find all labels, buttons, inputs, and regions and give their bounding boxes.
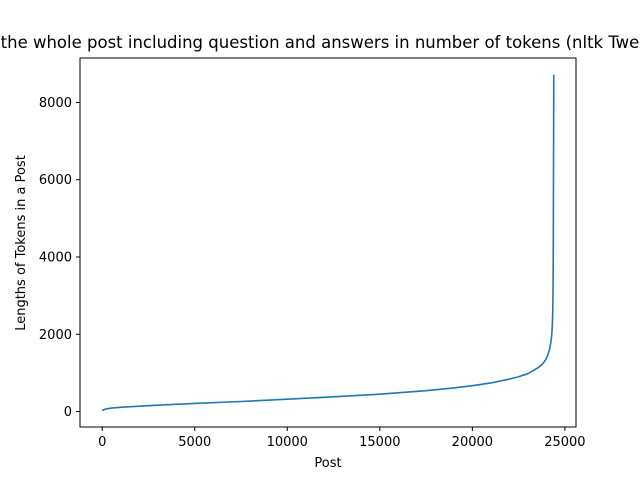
chart-title: the whole post including question and an… — [1, 33, 640, 52]
y-axis-ticks: 0 2000 4000 6000 8000 — [39, 96, 80, 420]
x-axis-ticks: 0 5000 10000 15000 20000 25000 — [98, 427, 586, 450]
plot-area — [79, 57, 577, 428]
y-tick-label: 0 — [64, 405, 72, 420]
x-tick-label: 10000 — [267, 435, 308, 450]
x-axis-label: Post — [314, 456, 341, 471]
x-tick-label: 5000 — [178, 435, 211, 450]
x-tick-label: 20000 — [452, 435, 493, 450]
y-tick-label: 6000 — [39, 173, 72, 188]
y-tick-label: 2000 — [39, 328, 72, 343]
y-tick-label: 4000 — [39, 250, 72, 265]
y-axis-label: Lengths of Tokens in a Post — [14, 155, 29, 331]
x-tick-label: 0 — [98, 435, 106, 450]
y-tick-label: 8000 — [39, 96, 72, 111]
x-tick-label: 15000 — [359, 435, 400, 450]
series-line — [101, 74, 555, 412]
x-tick-label: 25000 — [544, 435, 585, 450]
